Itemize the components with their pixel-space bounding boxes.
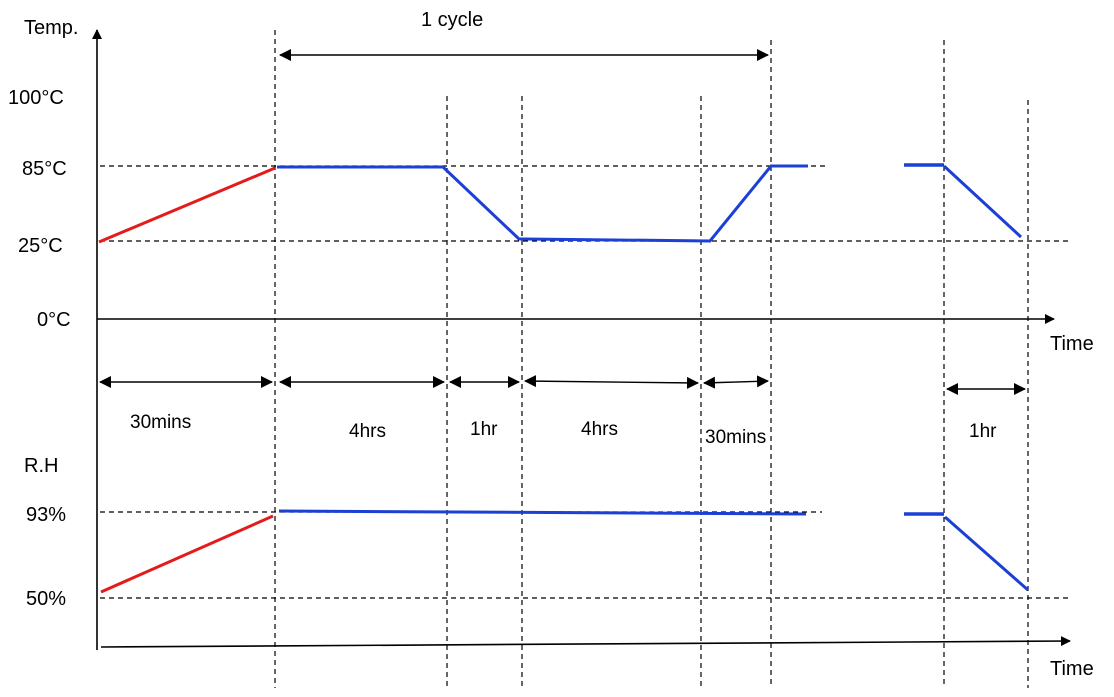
rh-profile-cycle	[278, 509, 807, 516]
duration-arrow-4hrs-low	[524, 375, 699, 389]
duration-label-4: 4hrs	[581, 419, 618, 440]
duration-arrow-30mins-up	[703, 375, 769, 389]
duration-label-2: 4hrs	[349, 421, 386, 442]
temp-tick-85: 85°C	[22, 158, 67, 180]
rh-tick-93: 93%	[26, 504, 66, 526]
temp-tick-25: 25°C	[18, 235, 63, 257]
temp-ramp-down-final	[942, 164, 1023, 239]
rh-time-label: Time	[1050, 658, 1094, 680]
temp-axis-label: Temp.	[24, 17, 78, 39]
duration-label-3: 1hr	[470, 419, 498, 440]
temp-ramp-up-initial	[98, 166, 276, 244]
temp-time-label: Time	[1050, 333, 1094, 355]
cycle-label: 1 cycle	[421, 9, 483, 31]
duration-label-5: 30mins	[705, 427, 766, 448]
rh-ramp-up-initial	[100, 514, 274, 594]
temp-tick-100: 100°C	[8, 87, 64, 109]
temp-profile-cycle	[277, 164, 808, 243]
rh-ramp-down-final	[944, 515, 1029, 592]
temp-tick-0: 0°C	[37, 309, 71, 331]
duration-label-1: 30mins	[130, 412, 191, 433]
rh-tick-50: 50%	[26, 588, 66, 610]
duration-label-6: 1hr	[969, 421, 997, 442]
rh-x-axis	[100, 636, 1071, 648]
rh-axis-label: R.H	[24, 455, 58, 477]
